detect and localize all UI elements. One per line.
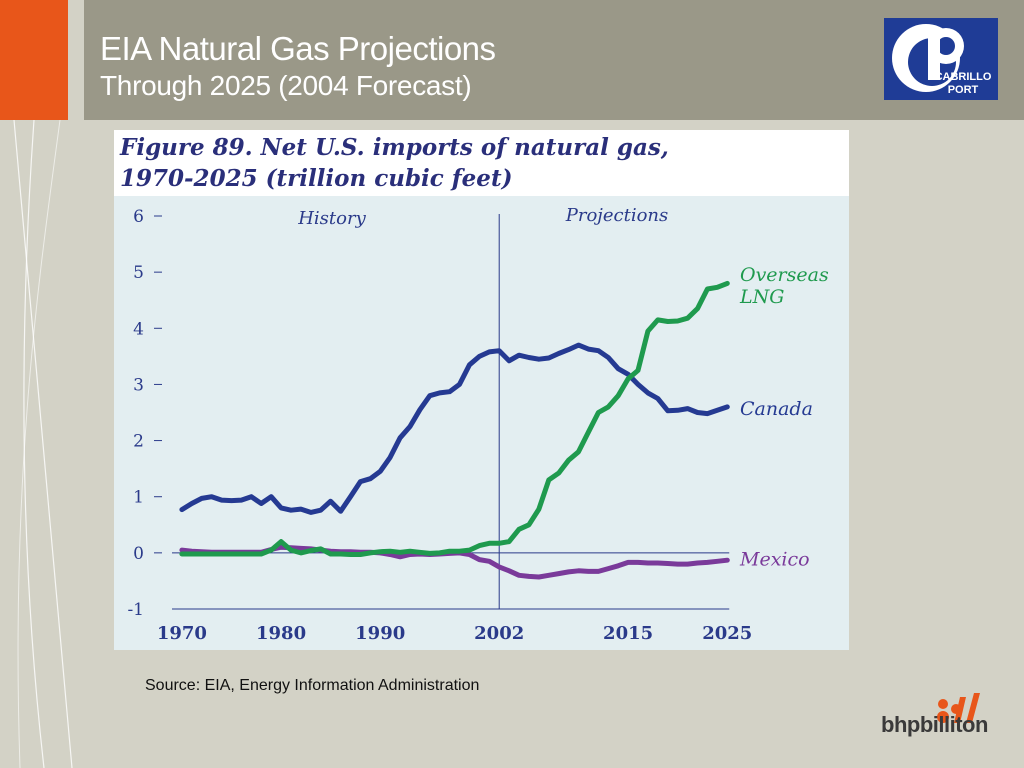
cabrillo-port-logo-icon: CABRILLO PORT bbox=[884, 18, 998, 100]
series-line-overseas-lng bbox=[179, 280, 730, 557]
history-label: History bbox=[297, 208, 366, 229]
y-tick-label: 4 bbox=[133, 319, 144, 339]
figure-title-line-1: Figure 89. Net U.S. imports of natural g… bbox=[120, 134, 669, 161]
x-tick-label: 1990 bbox=[355, 623, 405, 644]
logo-text-line-2: PORT bbox=[948, 84, 979, 96]
x-tick-label: 2025 bbox=[702, 623, 752, 644]
figure-title-line-2: 1970-2025 (trillion cubic feet) bbox=[120, 165, 513, 192]
x-tick-label: 1980 bbox=[256, 623, 306, 644]
y-tick-label: 6 bbox=[133, 207, 144, 227]
series-label: Overseas bbox=[740, 264, 829, 286]
y-tick-label: 2 bbox=[133, 432, 144, 452]
x-tick-label: 1970 bbox=[157, 623, 207, 644]
series-label: Mexico bbox=[739, 549, 810, 571]
projections-label: Projections bbox=[565, 205, 669, 226]
logo-text-line-1: CABRILLO bbox=[935, 71, 992, 83]
y-tick-label: 0 bbox=[133, 544, 144, 564]
header-band bbox=[84, 0, 1024, 120]
x-tick-label: 2015 bbox=[603, 623, 653, 644]
bhp-billiton-wordmark: bhpbilliton bbox=[881, 712, 988, 737]
figure-title-band bbox=[114, 130, 849, 196]
figure-panel: Figure 89. Net U.S. imports of natural g… bbox=[114, 130, 849, 650]
series-label: Canada bbox=[740, 398, 813, 420]
slide-title: EIA Natural Gas Projections bbox=[100, 30, 496, 67]
y-tick-label: 3 bbox=[133, 375, 144, 395]
orange-accent-bar bbox=[0, 0, 68, 120]
bhp-billiton-logo-icon bbox=[937, 693, 980, 723]
source-note: Source: EIA, Energy Information Administ… bbox=[145, 677, 480, 694]
series-label: LNG bbox=[739, 286, 784, 308]
cabrillo-port-logo: CABRILLO PORT bbox=[884, 18, 998, 100]
series-line-canada bbox=[179, 342, 730, 515]
figure-title: Figure 89. Net U.S. imports of natural g… bbox=[120, 132, 669, 194]
y-tick-label: 1 bbox=[133, 488, 144, 508]
y-tick-label: -1 bbox=[127, 600, 144, 620]
line-chart: -1 0 1 2 3 4 5 6 1970 1980 1990 2002 2015 2025 History… bbox=[127, 205, 829, 644]
slide-subtitle: Through 2025 (2004 Forecast) bbox=[100, 70, 472, 101]
y-tick-label: 5 bbox=[133, 263, 144, 283]
decorative-curves bbox=[13, 120, 73, 768]
x-tick-label: 2002 bbox=[474, 623, 524, 644]
